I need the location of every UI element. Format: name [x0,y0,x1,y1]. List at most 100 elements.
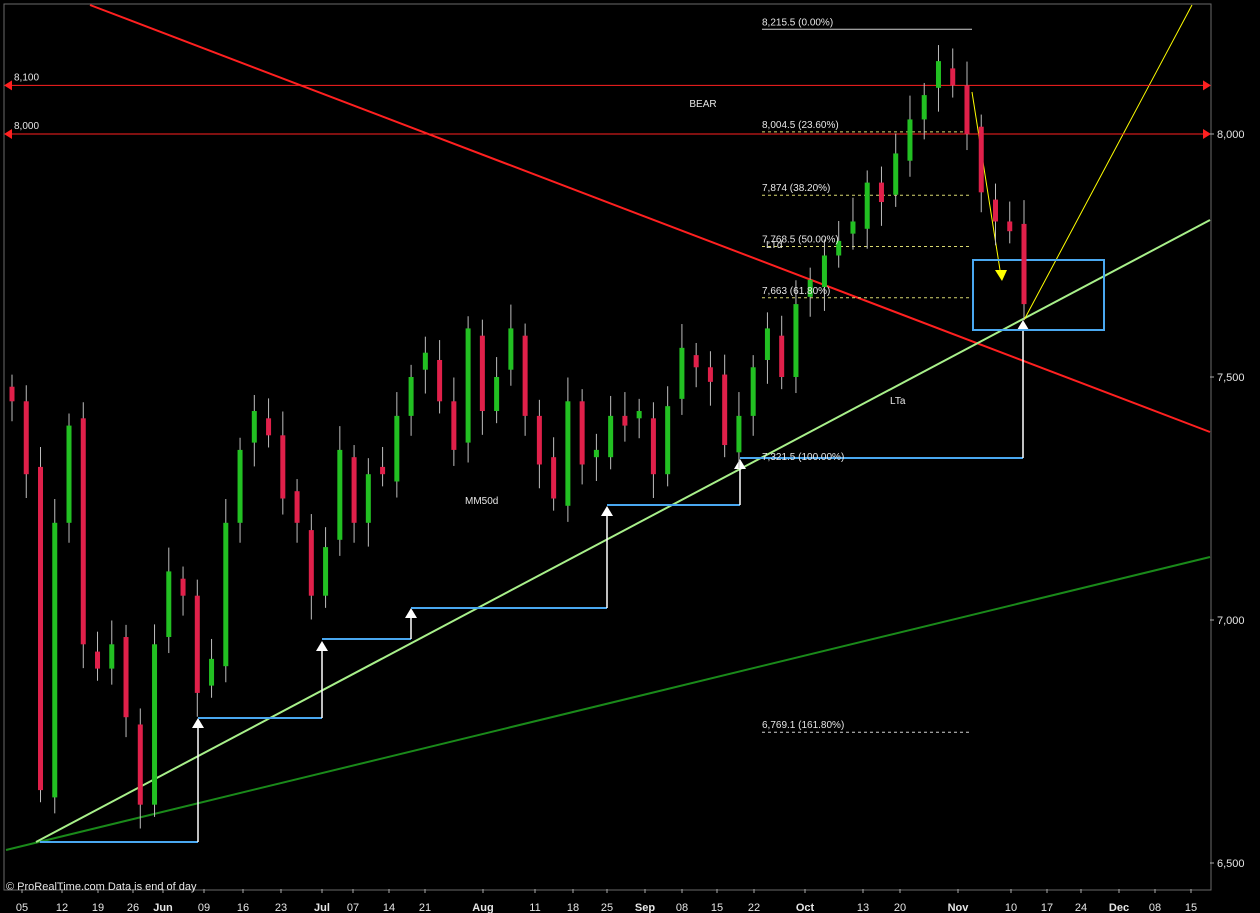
y-tick-label: 8,000 [1217,129,1245,141]
candle-body [536,415,542,465]
x-tick-label: Sep [635,902,655,913]
candle-body [95,651,101,669]
x-tick-label: 08 [676,902,688,913]
candle-body [522,335,528,416]
plot-frame [3,3,1212,891]
fib-label: 7,321.5 (100.00%) [762,452,844,463]
lta-label: LTa [890,396,906,407]
pullback-arrow-head [995,270,1007,281]
fib-label: 8,004.5 (23.60%) [762,120,839,131]
candle-body [807,279,813,297]
x-tick-label: Nov [948,902,970,913]
candle-body [508,328,514,370]
candle-body [365,474,371,523]
candle-body [465,328,471,443]
y-tick-label: 6,500 [1217,858,1245,870]
candle-body [836,240,842,256]
candle-body [80,418,86,645]
candle-body [992,199,998,222]
level-arrow-left [4,80,12,91]
x-tick-label: 08 [1149,902,1161,913]
candle-body [394,415,400,482]
x-tick-label: 22 [748,902,760,913]
candle-body [194,595,200,693]
level-arrow-right [1203,80,1211,91]
y-tick-label: 7,500 [1217,372,1245,384]
candle-body [251,411,257,443]
candle-body [9,386,15,402]
candle-body [23,401,29,475]
candle-body [351,457,357,523]
mm50d-label: MM50d [465,496,498,507]
up-arrow-marker [601,506,613,516]
x-tick-label: 05 [16,902,28,913]
candle-body [821,255,827,288]
bear-label: BEAR [689,99,716,110]
candle-body [764,328,770,360]
x-tick-label: Dec [1109,902,1129,913]
candle-body [593,449,599,458]
candle-body [893,153,899,195]
candle-body [266,418,272,436]
highlight-box [972,259,1105,331]
candle-body [935,61,941,88]
x-tick-label: 18 [567,902,579,913]
x-tick-label: 20 [894,902,906,913]
candle-body [38,466,44,791]
fib-label: 7,768.5 (50.00%) [762,235,839,246]
candle-body [66,425,72,523]
x-tick-label: 15 [711,902,723,913]
resistance-trendline [89,4,1211,433]
candle-body [451,401,457,450]
candle-body [964,85,970,134]
candle-body [323,547,329,596]
candle-body [1007,221,1013,232]
fib-label: 7,663 (61.80%) [762,286,830,297]
candle-body [650,418,656,475]
x-tick-label: 07 [347,902,359,913]
fib-label: 7,874 (38.20%) [762,183,830,194]
level-label: 8,000 [14,121,39,132]
candle-body [907,119,913,161]
up-arrow-marker [405,608,417,618]
candle-body [1021,223,1027,305]
x-tick-label: 12 [56,902,68,913]
up-arrow-marker [316,641,328,651]
long-support-trendline [5,556,1211,851]
fib-label: 6,769.1 (161.80%) [762,720,844,731]
candle-body [123,637,129,718]
x-tick-label: 13 [857,902,869,913]
x-tick-label: 09 [198,902,210,913]
ltd-label: LTd [766,240,783,251]
x-tick-label: 19 [92,902,104,913]
x-tick-label: 21 [419,902,431,913]
fib-label: 8,215.5 (0.00%) [762,17,833,28]
candle-body [109,644,115,669]
candle-body [579,401,585,465]
up-arrow-marker [192,718,204,728]
candle-body [921,95,927,120]
candle-body [479,335,485,412]
up-arrow-marker [734,459,746,469]
candle-body [223,522,229,667]
candle-body [850,221,856,234]
x-tick-label: Oct [796,902,815,913]
candle-body [408,377,414,416]
x-tick-label: Jul [314,902,330,913]
x-tick-label: Jun [153,902,173,913]
candle-body [380,466,386,475]
candle-body [565,401,571,506]
candle-body [551,457,557,499]
level-arrow-left [4,129,12,139]
candle-body [166,571,172,638]
level-arrow-right [1203,129,1211,139]
y-tick-label: 7,000 [1217,615,1245,627]
x-tick-label: 16 [237,902,249,913]
candle-body [736,415,742,453]
candle-body [622,415,628,426]
candle-body [437,359,443,402]
level-label: 8,100 [14,72,39,83]
x-tick-label: 25 [601,902,613,913]
candle-body [679,347,685,399]
lta-trendline [35,219,1211,843]
